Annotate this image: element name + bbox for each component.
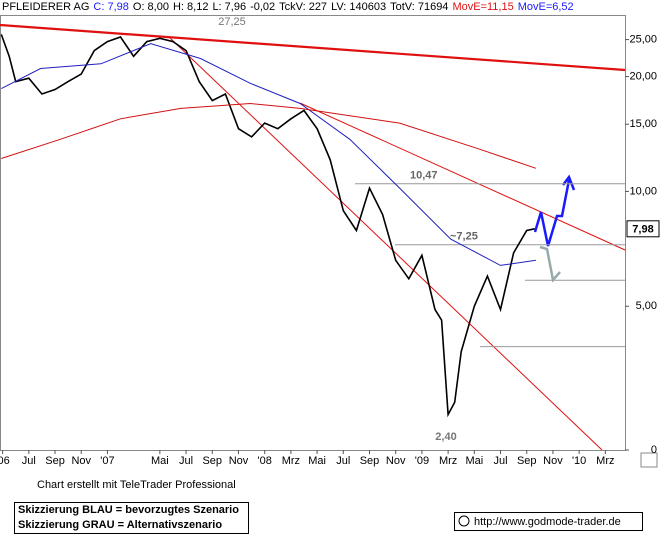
url[interactable]: http://www.godmode-trader.de xyxy=(474,516,621,528)
header-item: PFLEIDERER AG xyxy=(2,1,89,13)
scroll-icon[interactable] xyxy=(640,452,658,468)
header-text: PFLEIDERER AG C: 7,98 O: 8,00 H: 8,12 L: 7,9… xyxy=(2,1,574,13)
header-item: O: 8,00 xyxy=(133,1,169,13)
x-tick-label: Mai xyxy=(465,455,483,467)
series-line xyxy=(0,34,535,418)
x-tick-label: Sep xyxy=(45,455,65,467)
series-line xyxy=(1,43,536,266)
header-item: -0,02 xyxy=(250,1,275,13)
trendline xyxy=(169,37,603,451)
y-tick-label: 5,00 xyxy=(636,300,657,312)
y-tick-label: 15,00 xyxy=(629,118,657,130)
legend-box xyxy=(14,502,249,534)
x-tick-label: '10 xyxy=(572,455,586,467)
x-tick-label: Mrz xyxy=(596,455,614,467)
header-item: LV: 140603 xyxy=(331,1,386,13)
header-item: C: 7,98 xyxy=(93,1,128,13)
x-tick-label: Mai xyxy=(151,455,169,467)
icon xyxy=(458,515,470,527)
x-tick-label: Jul xyxy=(179,455,193,467)
credit: Chart erstellt mit TeleTrader Profession… xyxy=(37,479,236,491)
trendline xyxy=(0,23,626,72)
y-tick-label: 25,00 xyxy=(629,33,657,45)
x-tick-label: Mrz xyxy=(439,455,457,467)
url-box xyxy=(454,512,643,531)
price-tag-label: 7,98 xyxy=(632,224,653,236)
level-label: 10,47 xyxy=(410,170,438,182)
header-item: TckV: 227 xyxy=(279,1,327,13)
x-tick-label: '09 xyxy=(415,455,429,467)
x-tick-label: Mrz xyxy=(282,455,300,467)
trendline xyxy=(299,102,626,251)
x-tick-label: Mai xyxy=(308,455,326,467)
header-item: H: 8,12 xyxy=(173,1,208,13)
x-tick-label: Nov xyxy=(229,455,249,467)
scenario-blue xyxy=(533,179,571,247)
header-item: L: 7,96 xyxy=(212,1,246,13)
legend-note: Skizzierung GRAU = Alternativszenario xyxy=(18,519,222,531)
legend-note: Skizzierung BLAU = bevorzugtes Szenario xyxy=(18,504,239,516)
x-tick-label: Jul xyxy=(336,455,350,467)
x-tick-label: Sep xyxy=(360,455,380,467)
header-item: TotV: 71694 xyxy=(390,1,448,13)
y-tick-label: 10,00 xyxy=(629,185,657,197)
x-tick-label: Nov xyxy=(71,455,91,467)
y-tick-label: 20,00 xyxy=(629,70,657,82)
x-tick-label: '07 xyxy=(100,455,114,467)
y-tick-label: 0 xyxy=(651,444,657,456)
series-line xyxy=(1,102,537,169)
price-tag xyxy=(626,220,660,238)
level-label: ~7,25 xyxy=(450,231,478,243)
x-tick-label: Sep xyxy=(517,455,537,467)
plot-frame xyxy=(0,15,626,451)
extreme-label: 27,25 xyxy=(218,16,246,28)
header-item: MovE=6,52 xyxy=(518,1,574,13)
header-item: MovE=11,15 xyxy=(452,1,513,13)
scenario-grey xyxy=(539,245,561,283)
arrow-head xyxy=(562,174,576,191)
extreme-label: 2,40 xyxy=(435,431,456,443)
x-tick-label: Nov xyxy=(386,455,406,467)
x-tick-label: Jul xyxy=(22,455,36,467)
x-tick-label: Jul xyxy=(493,455,507,467)
header: PFLEIDERER AG C: 7,98 O: 8,00 H: 8,12 L: 7,9… xyxy=(2,1,574,13)
x-tick-label: Nov xyxy=(543,455,563,467)
x-tick-label: Sep xyxy=(202,455,222,467)
x-tick-label: '06 xyxy=(0,455,10,467)
x-tick-label: '08 xyxy=(258,455,272,467)
